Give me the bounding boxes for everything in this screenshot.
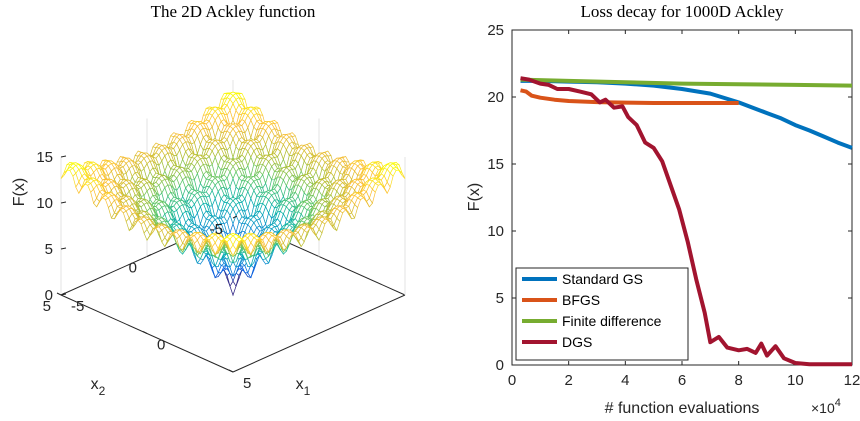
x-tick-label: 0 [508, 372, 516, 389]
x2-tick-mark [60, 292, 66, 296]
y-tick-label: 25 [487, 22, 504, 39]
surface-plot-title: The 2D Ackley function [151, 2, 316, 21]
surface-ylabel-sub: 2 [99, 384, 106, 398]
line-plot-title: Loss decay for 1000D Ackley [580, 2, 784, 21]
x2-tick-mark [146, 254, 152, 257]
line-plot-panel: Loss decay for 1000D Ackley 0 2 4 6 8 10 12 0 5 1… [466, 2, 860, 417]
legend-entry-label: DGS [562, 334, 592, 350]
z-tick-label: 0 [45, 287, 53, 304]
line-plot-legend: Standard GS BFGS Finite difference DGS [515, 267, 689, 361]
y-tick-label: 20 [487, 89, 504, 106]
x2-tick-label: 0 [129, 260, 137, 277]
legend-entry-label: Standard GS [562, 271, 643, 287]
x-exponent-base: ×10 [811, 400, 835, 416]
line-plot-xlabel: # function evaluations [605, 400, 760, 417]
x1-tick-mark [56, 292, 62, 296]
surface-mesh [60, 91, 406, 297]
x2-tick-label: -5 [210, 221, 223, 238]
surface-zlabel: F(x) [11, 178, 28, 206]
x-exponent-power: 4 [835, 397, 841, 409]
line-plot-ticks: 0 2 4 6 8 10 12 0 5 10 15 20 25 [487, 22, 860, 389]
x1-tick-mark [228, 369, 234, 373]
surface-xlabel: x1 [296, 376, 311, 398]
y-tick-label: 10 [487, 223, 504, 240]
axis-line [232, 294, 406, 373]
surface-xlabel-sub: 1 [304, 384, 311, 398]
x1-tick-mark [142, 331, 148, 334]
y-tick-label: 0 [496, 357, 504, 374]
series-line-dgs [520, 76, 852, 367]
series-line-finite-difference [520, 77, 853, 88]
z-tick-label: 5 [45, 241, 53, 258]
surface-xlabel-main: x [296, 376, 304, 393]
legend-entry-label: Finite difference [562, 313, 662, 329]
x2-tick-mark [232, 215, 238, 219]
legend-box [515, 267, 689, 361]
line-plot-series [520, 76, 853, 367]
y-tick-label: 5 [496, 290, 504, 307]
x-tick-label: 8 [734, 372, 742, 389]
x-tick-label: 2 [564, 372, 572, 389]
x2-tick-label: 5 [43, 298, 51, 315]
surface-ylabel-main: x [91, 376, 99, 393]
surface-cell [229, 244, 237, 257]
x-tick-label: 12 [844, 372, 860, 389]
x-tick-label: 6 [678, 372, 686, 389]
z-tick-mark [60, 155, 67, 158]
surface-ylabel: x2 [91, 376, 106, 398]
z-tick-mark [60, 201, 67, 204]
line-plot-x-exponent: ×104 [811, 397, 841, 416]
x1-tick-label: 0 [157, 337, 165, 354]
x-tick-label: 10 [787, 372, 804, 389]
z-tick-label: 10 [36, 195, 53, 212]
line-plot-ylabel: F(x) [466, 183, 483, 211]
z-tick-mark [60, 247, 67, 250]
z-tick-label: 15 [36, 149, 53, 166]
x1-tick-label: -5 [71, 298, 84, 315]
series-line-bfgs [520, 88, 739, 105]
y-tick-label: 15 [487, 156, 504, 173]
x-tick-label: 4 [621, 372, 629, 389]
x1-tick-label: 5 [243, 375, 251, 392]
legend-entry-label: BFGS [562, 292, 600, 308]
